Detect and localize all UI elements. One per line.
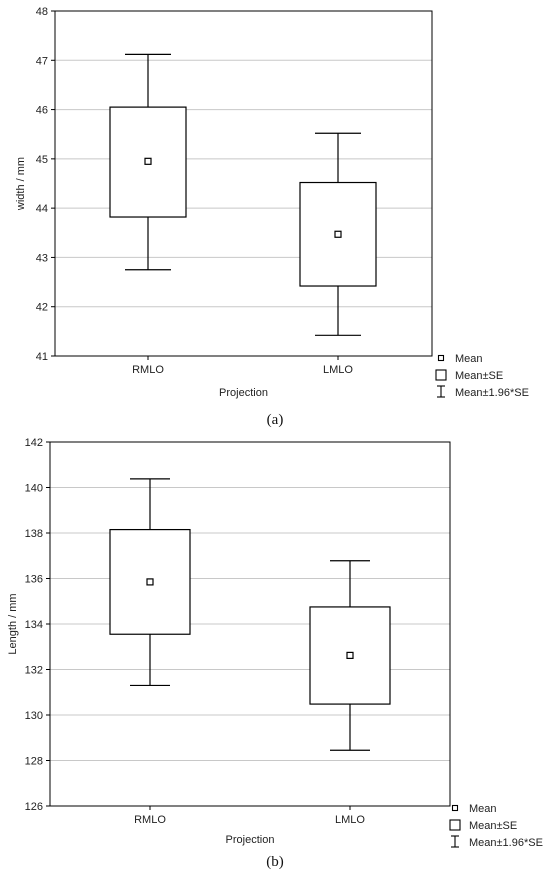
panel-label: (a) — [267, 412, 284, 428]
legend: Mean Mean±SE Mean±1.96*SE — [435, 353, 529, 399]
legend-entry: Mean±SE — [455, 370, 503, 382]
y-tick-label: 140 — [25, 483, 43, 495]
y-axis-title: width / mm — [15, 157, 27, 211]
y-tick-label: 138 — [25, 528, 43, 540]
chart-panel-2: 126 128 130 132 134 136 138 140 142 RMLO LMLO Proje… — [7, 437, 543, 870]
plot-frame — [54, 10, 433, 357]
mean-marker — [144, 157, 152, 165]
mean-marker — [346, 651, 354, 659]
y-tick-label: 41 — [36, 351, 48, 363]
y-tick-label: 130 — [25, 710, 43, 722]
y-tick-label: 46 — [36, 105, 48, 117]
x-tick-label: RMLO — [134, 814, 166, 826]
y-tick-label: 132 — [25, 665, 43, 677]
box-group-lmlo — [309, 560, 391, 751]
y-tick-label: 45 — [36, 154, 48, 166]
x-tick-label: LMLO — [323, 364, 353, 376]
y-tick-label: 136 — [25, 574, 43, 586]
box-group-rmlo — [109, 53, 187, 271]
y-tick-label: 44 — [36, 203, 48, 215]
legend-entry: Mean±1.96*SE — [455, 387, 529, 399]
x-axis-title: Projection — [219, 387, 268, 399]
legend-entry: Mean — [469, 803, 497, 815]
y-tick-label: 126 — [25, 801, 43, 813]
y-tick-label: 142 — [25, 437, 43, 449]
y-tick-label: 48 — [36, 6, 48, 18]
y-axis-title: Length / mm — [7, 593, 19, 654]
y-tick-label: 134 — [25, 619, 43, 631]
mean-marker — [334, 230, 342, 238]
y-tick-label: 47 — [36, 55, 48, 67]
y-tick-label: 42 — [36, 302, 48, 314]
legend-se-symbol — [449, 819, 461, 831]
x-tick-label: LMLO — [335, 814, 365, 826]
legend-mean-symbol — [437, 354, 445, 362]
legend-mean-symbol — [451, 804, 459, 812]
panel-label: (b) — [266, 854, 284, 870]
y-tick-label: 43 — [36, 252, 48, 264]
box-group-rmlo — [109, 478, 191, 687]
chart-panel-1: 41 42 43 44 45 46 47 48 RMLO LMLO Projection width … — [15, 6, 529, 428]
mean-marker — [146, 578, 154, 586]
legend-entry: Mean±SE — [469, 820, 517, 832]
y-tick-label: 128 — [25, 756, 43, 768]
x-axis-title: Projection — [226, 834, 275, 846]
legend-entry: Mean — [455, 353, 483, 365]
x-tick-label: RMLO — [132, 364, 164, 376]
legend-entry: Mean±1.96*SE — [469, 837, 543, 849]
legend-se-symbol — [435, 369, 447, 381]
legend: Mean Mean±SE Mean±1.96*SE — [449, 803, 543, 849]
box-group-lmlo — [299, 132, 377, 336]
plot-frame — [49, 441, 451, 807]
